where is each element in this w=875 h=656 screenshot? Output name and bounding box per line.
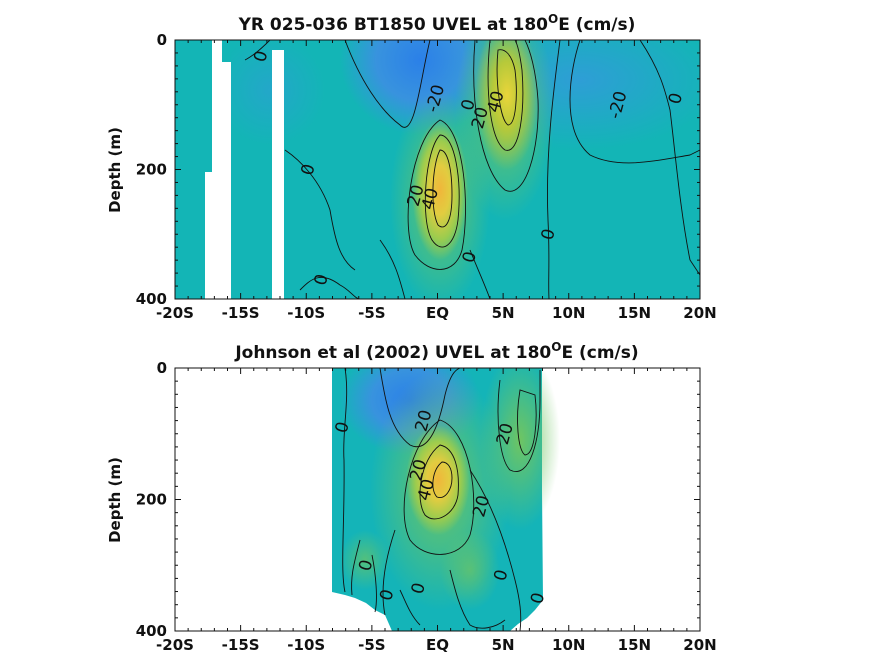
top-y-ticks: 0 200 400 — [136, 31, 700, 308]
bottom-contour-label: 0 — [408, 581, 430, 597]
bottom-title: Johnson et al (2002) UVEL at 180OE (cm/s… — [234, 340, 638, 363]
top-contour-label: 0 — [459, 249, 481, 265]
bottom-panel: Johnson et al (2002) UVEL at 180OE (cm/s… — [106, 340, 717, 654]
top-contour-label: 0 — [311, 272, 333, 288]
top-x-tick-label: 5N — [492, 304, 515, 322]
top-y-axis-label: Depth (m) — [106, 127, 124, 213]
top-y-tick-label: 0 — [157, 31, 167, 49]
bottom-contour-label: 0 — [355, 558, 377, 574]
top-contour-label: 0 — [538, 227, 560, 243]
top-contour-label: 0 — [458, 97, 480, 113]
bottom-x-tick-label: -5S — [358, 636, 385, 654]
bottom-y-axis-label: Depth (m) — [106, 457, 124, 543]
top-x-tick-label: 10N — [552, 304, 585, 322]
bottom-x-tick-label: EQ — [426, 636, 449, 654]
bottom-x-tick-label: -15S — [222, 636, 260, 654]
top-contour-label: 0 — [297, 162, 319, 178]
top-x-tick-label: -5S — [358, 304, 385, 322]
bottom-y-tick-label: 200 — [136, 491, 167, 509]
bottom-x-tick-label: 20N — [683, 636, 716, 654]
top-x-tick-label: 15N — [618, 304, 651, 322]
bottom-x-tick-label: -20S — [156, 636, 194, 654]
top-x-tick-label: EQ — [426, 304, 449, 322]
bottom-contour-label: 0 — [490, 568, 512, 584]
bottom-x-tick-label: -10S — [287, 636, 325, 654]
top-x-tick-label: -20S — [156, 304, 194, 322]
bottom-y-ticks: 0 200 400 — [136, 359, 700, 640]
top-y-tick-label: 400 — [136, 290, 167, 308]
top-title: YR 025-036 BT1850 UVEL at 180OE (cm/s) — [238, 12, 636, 35]
top-contour-label: 0 — [665, 91, 687, 107]
bottom-contour-label: 0 — [376, 587, 398, 603]
bottom-x-tick-label: 10N — [552, 636, 585, 654]
bottom-y-tick-label: 0 — [157, 359, 167, 377]
bottom-x-ticks: -20S -15S -10S -5S EQ 5N 10N 15N 20N — [156, 368, 717, 654]
top-x-tick-label: 20N — [683, 304, 716, 322]
bottom-contour-label: 0 — [527, 591, 549, 607]
top-panel: YR 025-036 BT1850 UVEL at 180OE (cm/s) — [106, 12, 717, 322]
top-contours — [244, 40, 700, 299]
bottom-y-tick-label: 400 — [136, 622, 167, 640]
top-x-tick-label: -15S — [222, 304, 260, 322]
top-contour-label: 0 — [250, 49, 272, 65]
top-field — [175, 40, 700, 299]
bottom-x-tick-label: 5N — [492, 636, 515, 654]
top-x-ticks: -20S -15S -10S -5S EQ 5N 10N 15N 20N — [156, 40, 717, 322]
bottom-contours — [342, 368, 541, 631]
bottom-x-tick-label: 15N — [618, 636, 651, 654]
top-y-tick-label: 200 — [136, 161, 167, 179]
bottom-field — [332, 368, 560, 631]
top-x-tick-label: -10S — [287, 304, 325, 322]
bottom-contour-label: 0 — [332, 420, 354, 436]
